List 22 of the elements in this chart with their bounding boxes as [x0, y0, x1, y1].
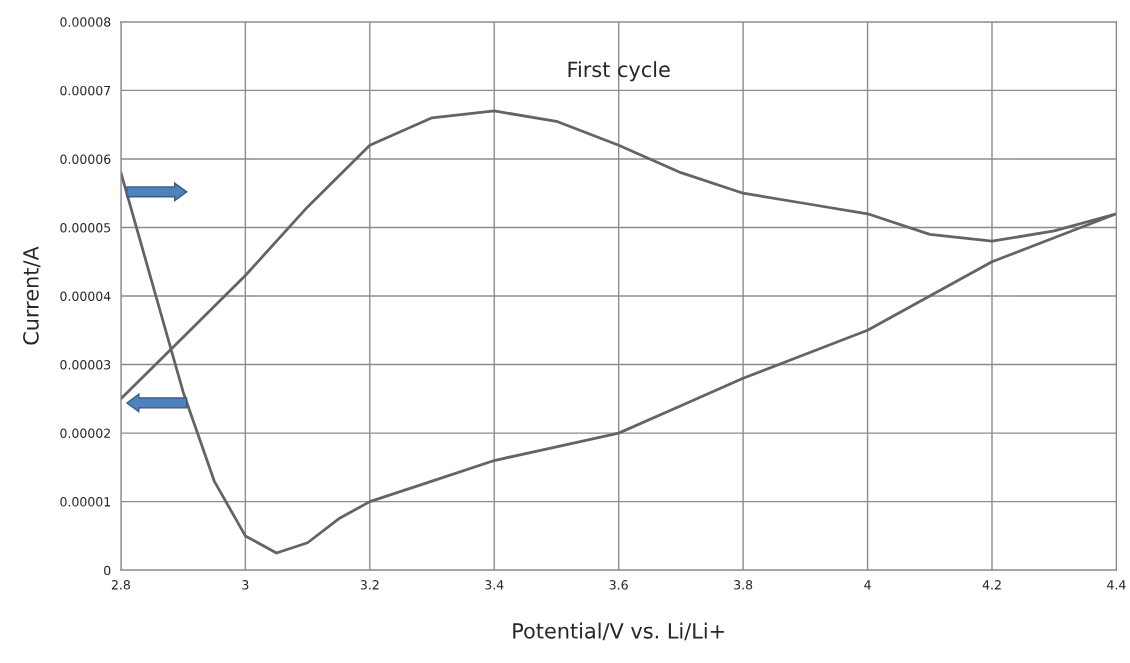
text: First cycle	[568, 61, 670, 82]
x-tick-label: 3	[242, 580, 249, 590]
y-tick-label: 0.00005	[60, 222, 111, 233]
y-tick-label: 0.00008	[60, 17, 111, 27]
x-tick-label: 4.2	[982, 580, 1001, 590]
y-tick-label: 0	[104, 565, 111, 576]
x-tick-label: 2.8	[111, 580, 130, 590]
y-axis-title: Current/A	[23, 246, 41, 345]
y-tick-label: 0.00001	[60, 497, 111, 507]
x-tick-label: 3.2	[360, 580, 379, 590]
x-axis-title: Potential/V vs. Li/Li+	[513, 622, 724, 641]
x-tick-label: 3.6	[609, 580, 628, 590]
y-tick-label: 0.00006	[60, 154, 111, 164]
y-tick-label: 0.00003	[60, 360, 111, 370]
x-tick-label: 3.8	[734, 580, 753, 590]
y-tick-label: 0.00004	[60, 291, 111, 301]
y-tick-label: 0.00002	[60, 428, 110, 439]
y-tick-label: 0.00007	[60, 85, 111, 96]
line-series	[120, 109, 1117, 555]
x-tick-label: 3.4	[485, 580, 504, 590]
x-tick-label: 4.4	[1107, 580, 1126, 590]
x-tick-label: 4	[864, 580, 871, 590]
